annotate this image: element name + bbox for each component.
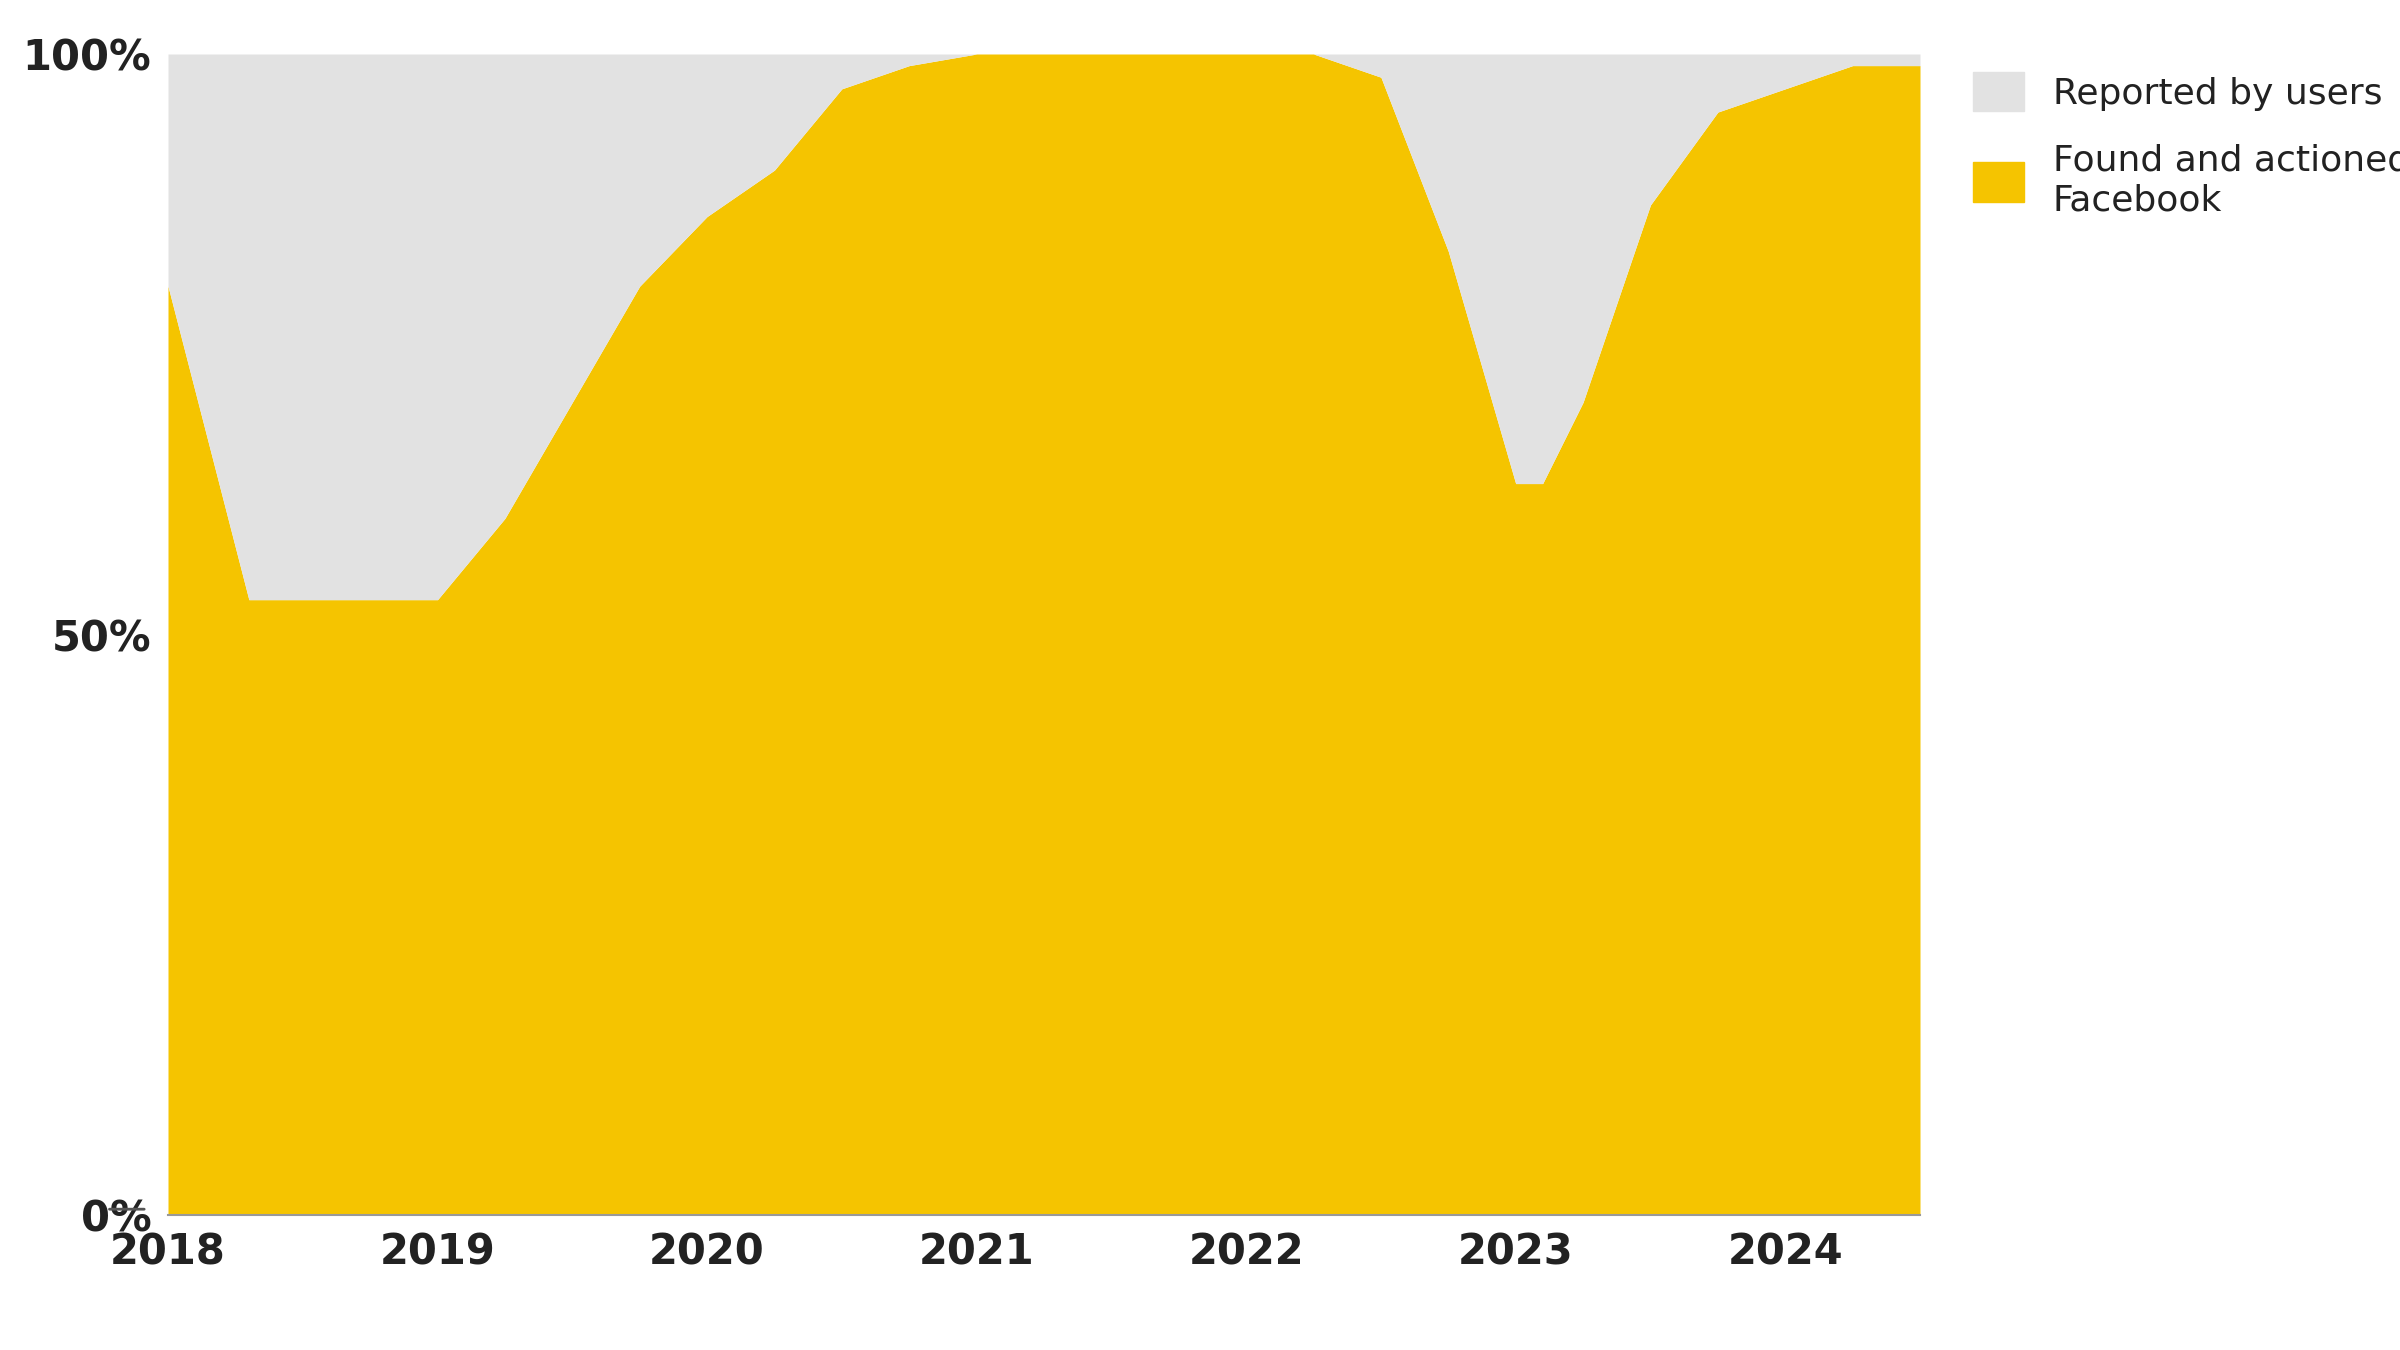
Legend: Reported by users, Found and actioned by
Facebook: Reported by users, Found and actioned by… — [1973, 72, 2400, 217]
